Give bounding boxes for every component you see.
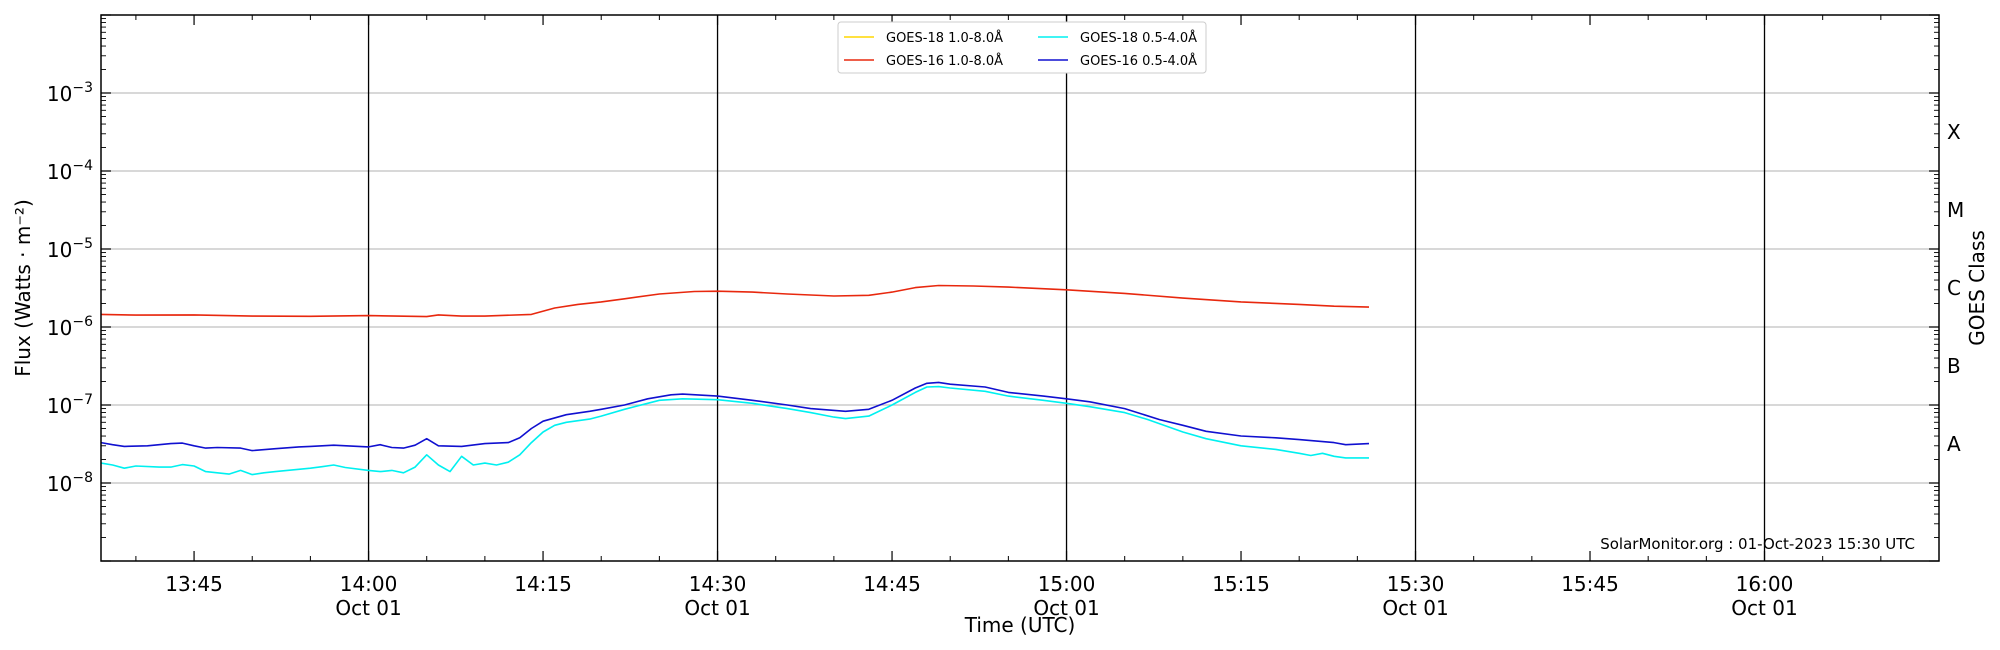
x-tick-label-6: 15:15: [1212, 572, 1270, 596]
goes-class-labels: A B C M X: [1947, 120, 1964, 456]
axis-ticks: [101, 14, 1939, 562]
series-line-2: [100, 385, 1369, 476]
legend-label-0-1: GOES-16 1.0-8.0Å: [886, 53, 1003, 69]
x-tick-label-7: 15:30: [1387, 572, 1445, 596]
goes-class-axis-title: GOES Class: [1965, 230, 1989, 346]
legend-label-1-1: GOES-16 0.5-4.0Å: [1080, 53, 1197, 69]
data-series: [100, 284, 1370, 476]
goes-class-M: M: [1947, 198, 1964, 222]
goes-class-A: A: [1947, 432, 1961, 456]
x-tick-label-2: 14:15: [514, 572, 572, 596]
goes-class-C: C: [1947, 276, 1961, 300]
x-tick-label-0: 13:45: [165, 572, 223, 596]
y-tick-label-5: 10−3: [47, 80, 93, 106]
plot-frame: [100, 14, 1940, 562]
x-tick-label-8: 15:45: [1561, 572, 1619, 596]
legend-box: [837, 21, 1207, 74]
y-tick-label-2: 10−6: [47, 314, 93, 340]
x-tick-date-9: Oct 01: [1731, 596, 1797, 620]
y-tick-label-0: 10−8: [47, 470, 93, 496]
x-tick-date-1: Oct 01: [335, 596, 401, 620]
x-axis-title: Time (UTC): [964, 613, 1076, 637]
source-annotation: SolarMonitor.org : 01-Oct-2023 15:30 UTC: [1600, 535, 1915, 553]
x-tick-label-1: 14:00: [340, 572, 398, 596]
y-axis-title: Flux (Watts · m⁻²): [11, 199, 35, 377]
series-line-1: [100, 284, 1370, 318]
x-tick-label-4: 14:45: [863, 572, 921, 596]
series-line-3: [100, 381, 1370, 452]
legend: GOES-18 1.0-8.0Å GOES-16 1.0-8.0Å GOES-18 …: [837, 21, 1207, 74]
legend-label-0-0: GOES-18 1.0-8.0Å: [886, 30, 1003, 46]
x-tick-date-5: Oct 01: [1033, 596, 1099, 620]
y-tick-labels: 10−8 10−7 10−6 10−5 10−4 10−3: [47, 80, 93, 496]
x-tick-date-7: Oct 01: [1382, 596, 1448, 620]
x-tick-label-3: 14:30: [689, 572, 747, 596]
y-tick-label-4: 10−4: [47, 158, 93, 184]
goes-class-B: B: [1947, 354, 1961, 378]
horizontal-gridlines: [101, 92, 1939, 484]
y-tick-label-1: 10−7: [47, 392, 93, 418]
y-tick-label-3: 10−5: [47, 236, 93, 262]
legend-label-1-0: GOES-18 0.5-4.0Å: [1080, 30, 1197, 46]
goes-class-X: X: [1947, 120, 1961, 144]
x-tick-date-3: Oct 01: [684, 596, 750, 620]
x-tick-label-5: 15:00: [1038, 572, 1096, 596]
x-tick-label-9: 16:00: [1736, 572, 1794, 596]
